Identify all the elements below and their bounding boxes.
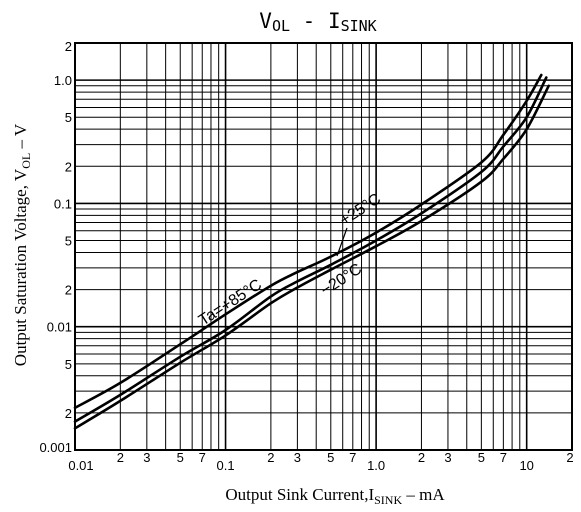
x-tick-label: 3 [143, 450, 150, 465]
x-tick-label: 3 [294, 450, 301, 465]
y-tick-label: 1.0 [54, 73, 72, 88]
x-tick-label: 0.01 [68, 458, 93, 473]
series-line-0 [73, 73, 543, 410]
x-tick-label: 2 [117, 450, 124, 465]
y-tick-label: 0.001 [39, 440, 72, 455]
x-axis-label: Output Sink Current,ISINK – mA [225, 485, 445, 507]
grid [74, 42, 573, 451]
y-tick-label: 2 [65, 406, 72, 421]
x-tick-label: 3 [444, 450, 451, 465]
x-tick-label: 7 [500, 450, 507, 465]
x-tick-label: 2 [418, 450, 425, 465]
x-tick-label: 10 [519, 458, 533, 473]
x-tick-label: 2 [566, 450, 573, 465]
y-tick-label: 0.1 [54, 196, 72, 211]
y-tick-label: 2 [65, 159, 72, 174]
y-tick-label: 5 [65, 357, 72, 372]
chart-title: VOL - ISINK [259, 9, 376, 35]
x-tick-label: 7 [349, 450, 356, 465]
x-tick-label: 2 [267, 450, 274, 465]
y-tick-labels: 0.001 2 5 0.01 2 5 0.1 2 5 1.0 2 [39, 39, 72, 455]
x-tick-label: 5 [478, 450, 485, 465]
y-axis-label: Output Saturation Voltage, VOL – V [11, 123, 33, 366]
series-line-2 [73, 84, 550, 430]
plot-frame [74, 42, 573, 451]
y-tick-label: 5 [65, 234, 72, 249]
x-tick-label: 1.0 [367, 458, 385, 473]
annotation-25c-leader [336, 227, 348, 257]
series-curves [73, 73, 550, 430]
y-tick-label: 2 [65, 39, 72, 54]
x-tick-label: 5 [177, 450, 184, 465]
y-tick-label: 5 [65, 110, 72, 125]
annotation-25c: +25°C [337, 191, 384, 230]
annotation-85c: Ta=+85°C [196, 276, 265, 329]
x-tick-label: 5 [327, 450, 334, 465]
x-tick-label: 0.1 [217, 458, 235, 473]
y-tick-label: 2 [65, 283, 72, 298]
series-line-1 [73, 76, 548, 423]
y-tick-label: 0.01 [47, 320, 72, 335]
x-tick-label: 7 [199, 450, 206, 465]
